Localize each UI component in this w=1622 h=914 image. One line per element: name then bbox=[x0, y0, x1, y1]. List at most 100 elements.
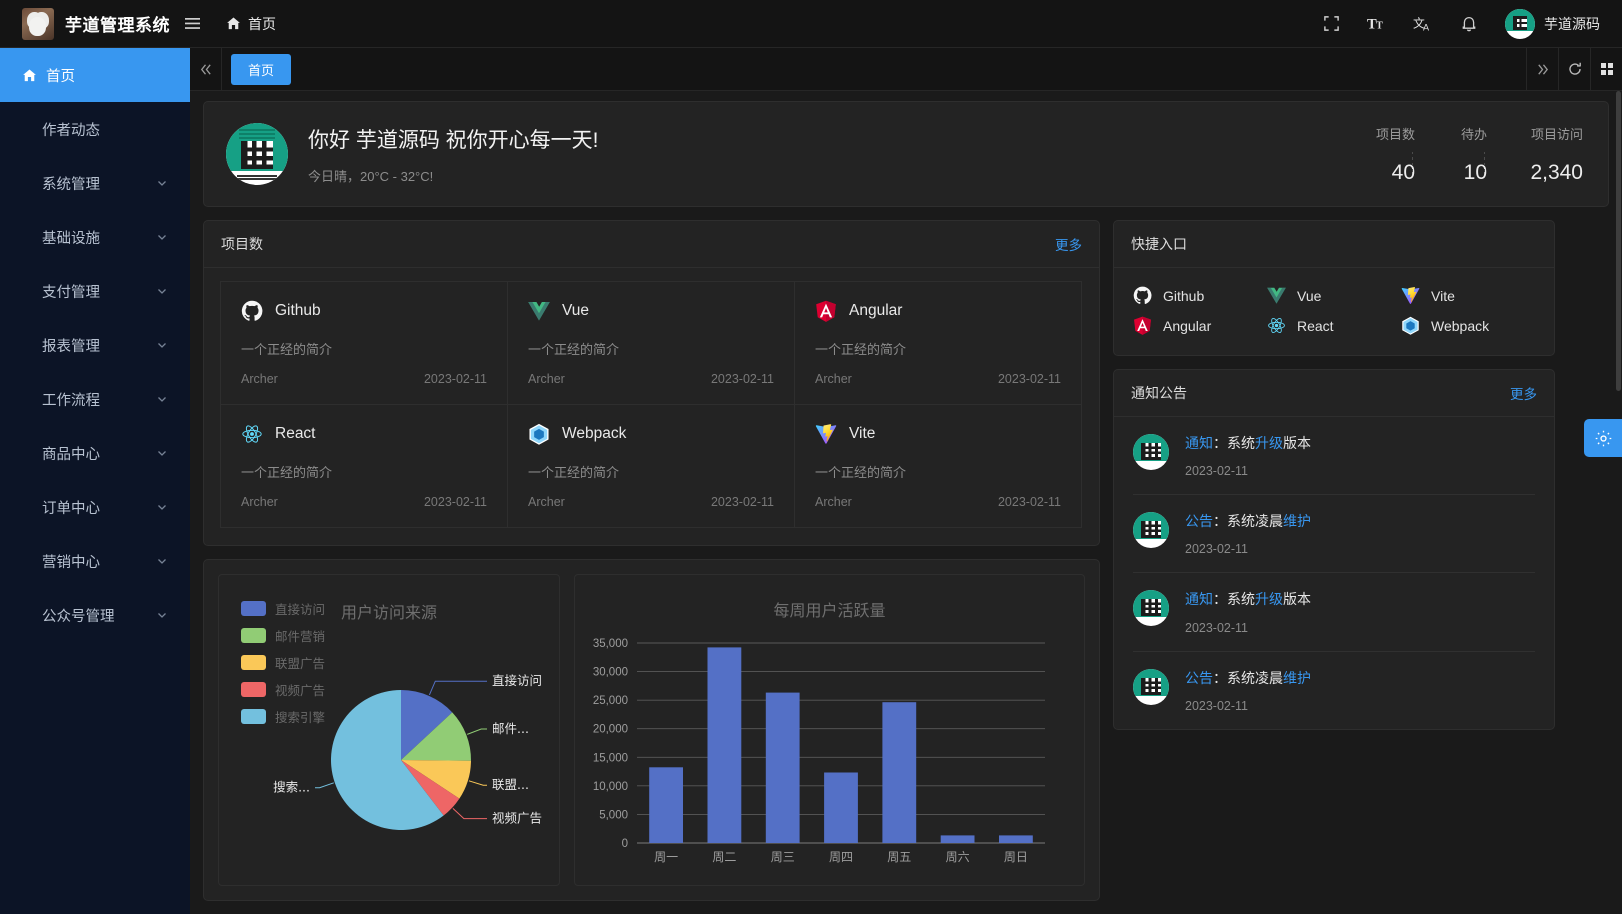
project-card-webpack[interactable]: Webpack 一个正经的简介 Archer 2023-02-11 bbox=[507, 404, 795, 528]
notices-card: 通知公告 更多 通知：系统升级版本 2023-02-11 bbox=[1113, 369, 1555, 730]
scrollbar-thumb[interactable] bbox=[1616, 91, 1621, 391]
notice-item[interactable]: 通知：系统升级版本 2023-02-11 bbox=[1133, 417, 1535, 496]
app-logo-icon bbox=[22, 7, 54, 40]
stat-value: 40 bbox=[1391, 160, 1415, 184]
project-name: Vite bbox=[849, 425, 876, 442]
bar[interactable] bbox=[882, 702, 917, 843]
project-card-angular[interactable]: Angular 一个正经的简介 Archer 2023-02-11 bbox=[794, 281, 1082, 405]
bar[interactable] bbox=[649, 767, 683, 843]
webpack-icon bbox=[1401, 316, 1420, 335]
project-card-react[interactable]: React 一个正经的简介 Archer 2023-02-11 bbox=[220, 404, 508, 528]
legend-label: 联盟广告 bbox=[275, 657, 326, 671]
quick-entry-webpack[interactable]: Webpack bbox=[1401, 316, 1535, 335]
pie-slice-label: 邮件... bbox=[492, 721, 529, 736]
notice-item[interactable]: 公告：系统凌晨维护 2023-02-11 bbox=[1133, 652, 1535, 729]
settings-fab-button[interactable] bbox=[1584, 419, 1622, 457]
sidebar-item-system[interactable]: 系统管理 bbox=[0, 156, 190, 210]
pie-leader-line bbox=[468, 780, 487, 786]
quick-entry-github[interactable]: Github bbox=[1133, 286, 1267, 305]
pie-slice[interactable] bbox=[401, 690, 453, 760]
sidebar-item-report[interactable]: 报表管理 bbox=[0, 318, 190, 372]
notice-body: 公告：系统凌晨维护 2023-02-11 bbox=[1185, 669, 1535, 713]
pie-slice[interactable] bbox=[401, 760, 471, 799]
quick-entry-vue[interactable]: Vue bbox=[1267, 286, 1401, 305]
qr-avatar bbox=[226, 123, 288, 185]
x-axis-tick-label: 周四 bbox=[829, 850, 853, 864]
refresh-icon[interactable] bbox=[1558, 47, 1590, 91]
sidebar-item-payment[interactable]: 支付管理 bbox=[0, 264, 190, 318]
notice-item[interactable]: 公告：系统凌晨维护 2023-02-11 bbox=[1133, 495, 1535, 574]
sidebar-item-label: 首页 bbox=[46, 68, 75, 85]
projects-more-link[interactable]: 更多 bbox=[1055, 238, 1082, 253]
pie-slice[interactable] bbox=[401, 760, 460, 816]
bar[interactable] bbox=[765, 692, 800, 843]
project-card-github[interactable]: Github 一个正经的简介 Archer 2023-02-11 bbox=[220, 281, 508, 405]
legend-item[interactable]: 直接访问 bbox=[241, 599, 325, 618]
notice-highlight: 升级 bbox=[1255, 435, 1283, 451]
bar-chart-title: 每周用户活跃量 bbox=[773, 603, 886, 620]
sidebar-item-mp[interactable]: 公众号管理 bbox=[0, 588, 190, 642]
charts-row: 用户访问来源 直接访问 邮件营销 联盟广告 视频广告 搜索引擎 直接访问 邮件..… bbox=[204, 560, 1099, 900]
notice-item[interactable]: 通知：系统升级版本 2023-02-11 bbox=[1133, 573, 1535, 652]
bar[interactable] bbox=[999, 835, 1033, 843]
breadcrumb-label: 首页 bbox=[248, 15, 276, 32]
project-footer: Archer 2023-02-11 bbox=[241, 495, 487, 509]
quick-entry-angular[interactable]: Angular bbox=[1133, 316, 1267, 335]
pie-slice[interactable] bbox=[331, 690, 444, 830]
sidebar-item-product[interactable]: 商品中心 bbox=[0, 426, 190, 480]
legend-item[interactable]: 搜索引擎 bbox=[241, 707, 325, 726]
fullscreen-icon[interactable] bbox=[1309, 0, 1353, 48]
legend-item[interactable]: 联盟广告 bbox=[241, 653, 325, 672]
main-scrollbar[interactable] bbox=[1615, 91, 1622, 914]
bar[interactable] bbox=[824, 772, 858, 844]
sidebar-item-home[interactable]: 首页 bbox=[0, 48, 190, 102]
legend-item[interactable]: 视频广告 bbox=[241, 680, 325, 699]
chevron-down-icon bbox=[156, 231, 168, 243]
legend-label: 视频广告 bbox=[275, 684, 326, 698]
sidebar-item-infra[interactable]: 基础设施 bbox=[0, 210, 190, 264]
bell-icon[interactable] bbox=[1447, 0, 1491, 48]
bar[interactable] bbox=[940, 835, 975, 843]
sidebar-item-workflow[interactable]: 工作流程 bbox=[0, 372, 190, 426]
qr-avatar bbox=[1133, 434, 1169, 470]
project-header: Vue bbox=[528, 300, 774, 322]
double-chevron-right-icon[interactable] bbox=[1526, 47, 1558, 91]
chevron-down-icon bbox=[156, 447, 168, 459]
double-chevron-left-icon[interactable] bbox=[190, 47, 222, 91]
projects-card: 项目数 更多 Github bbox=[203, 220, 1100, 546]
notices-more-link[interactable]: 更多 bbox=[1510, 387, 1537, 402]
projects-card-header: 项目数 更多 bbox=[204, 221, 1099, 268]
sidebar-item-order[interactable]: 订单中心 bbox=[0, 480, 190, 534]
chevron-down-icon bbox=[156, 393, 168, 405]
projects-body: Github 一个正经的简介 Archer 2023-02-11 bbox=[204, 268, 1099, 545]
bar[interactable] bbox=[707, 647, 742, 843]
notices-list: 通知：系统升级版本 2023-02-11 公告：系统凌晨维护 bbox=[1114, 417, 1554, 729]
project-name: Webpack bbox=[562, 425, 627, 442]
pie-chart-svg[interactable]: 直接访问邮件...联盟...视频广告搜索... bbox=[219, 575, 559, 885]
project-card-vite[interactable]: Vite 一个正经的简介 Archer 2023-02-11 bbox=[794, 404, 1082, 528]
github-icon bbox=[1133, 286, 1152, 305]
grid-layout-icon[interactable] bbox=[1590, 47, 1622, 91]
tab-home[interactable]: 首页 bbox=[231, 53, 292, 85]
sidebar-item-author[interactable]: 作者动态 bbox=[0, 102, 190, 156]
project-card-vue[interactable]: Vue 一个正经的简介 Archer 2023-02-11 bbox=[507, 281, 795, 405]
quick-entry-react[interactable]: React bbox=[1267, 316, 1401, 335]
bar-chart-svg[interactable]: 0 5,000 10,000 15,000 20,000 25,000 30,000 35,0… bbox=[575, 575, 1059, 885]
weather-text: 今日晴，20°C - 32°C! bbox=[308, 168, 434, 184]
legend-item[interactable]: 邮件营销 bbox=[241, 626, 325, 645]
legend-label: 搜索引擎 bbox=[275, 711, 326, 725]
user-menu[interactable]: 芋道源码 bbox=[1493, 8, 1606, 39]
project-desc: 一个正经的简介 bbox=[528, 465, 620, 480]
home-icon bbox=[226, 16, 241, 31]
main-content: 你好 芋道源码 祝你开心每一天! 今日晴，20°C - 32°C! 项目数 40… bbox=[190, 91, 1622, 914]
brand[interactable]: 芋道管理系统 bbox=[0, 7, 170, 40]
breadcrumb[interactable]: 首页 bbox=[214, 0, 288, 48]
banner-stats: 项目数 40 待办 10 项目访问 2,340 bbox=[1346, 124, 1586, 185]
pie-slice[interactable] bbox=[401, 712, 471, 761]
sidebar-item-marketing[interactable]: 营销中心 bbox=[0, 534, 190, 588]
quick-entry-vite[interactable]: Vite bbox=[1401, 286, 1535, 305]
hamburger-icon[interactable] bbox=[170, 0, 214, 48]
